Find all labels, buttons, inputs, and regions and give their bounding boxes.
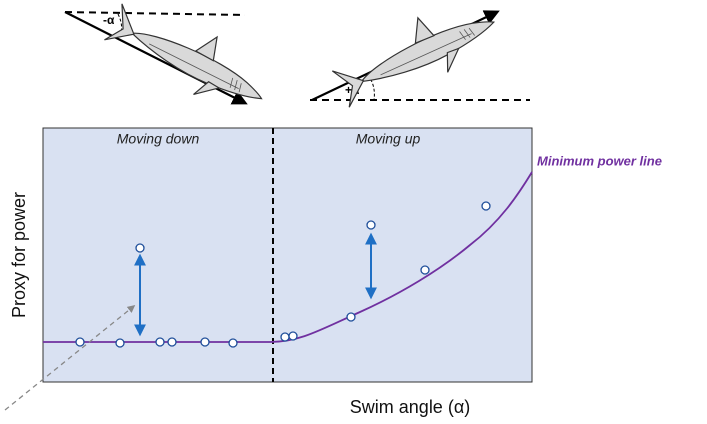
- point: [481, 201, 491, 211]
- point: [155, 337, 165, 347]
- shark-down: [99, 0, 278, 123]
- region-label: Moving up: [356, 131, 421, 147]
- point: [288, 331, 298, 341]
- direction-arrow: [64, 11, 248, 105]
- point: [135, 243, 145, 253]
- point: [200, 337, 210, 347]
- x-axis-title: Swim angle (α): [350, 397, 470, 417]
- angle-label: -α: [103, 13, 115, 27]
- shark-up: [326, 0, 506, 117]
- point: [115, 338, 125, 348]
- point: [280, 332, 290, 342]
- horizontal-ref: [64, 11, 246, 16]
- point: [75, 337, 85, 347]
- point: [366, 220, 376, 230]
- region-label: Moving down: [117, 131, 200, 147]
- point: [167, 337, 177, 347]
- point: [346, 312, 356, 322]
- points: [75, 201, 491, 348]
- point: [420, 265, 430, 275]
- minimum-power-line: [43, 171, 533, 343]
- curve-label: Minimum power line: [537, 153, 662, 168]
- pointer-arrow: [4, 305, 136, 411]
- point: [228, 338, 238, 348]
- y-axis-title: Proxy for power: [9, 192, 29, 318]
